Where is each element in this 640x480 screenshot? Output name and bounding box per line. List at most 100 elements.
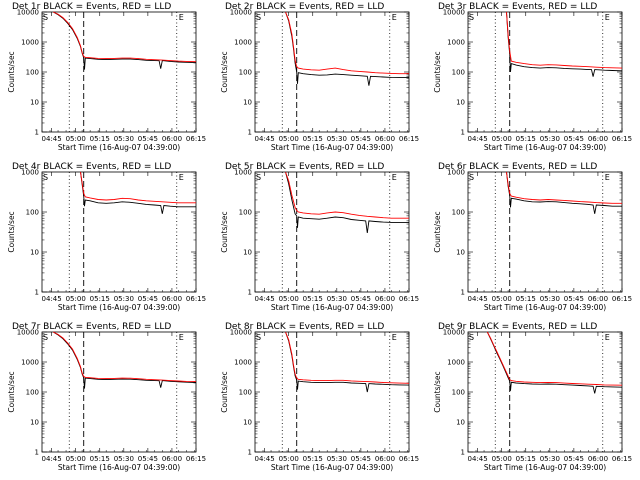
x-tick-label: 05:30 (327, 135, 347, 143)
x-axis-label: Start Time (16-Aug-07 04:39:00) (271, 463, 393, 472)
y-tick-label: 10 (243, 99, 252, 107)
x-tick-label: 05:00 (66, 295, 86, 303)
x-tick-label: 06:00 (162, 135, 182, 143)
x-tick-label: 05:15 (90, 295, 110, 303)
x-tick-label: 05:15 (90, 455, 110, 463)
x-tick-label: 04:45 (255, 135, 275, 143)
panel-title: Det 7r BLACK = Events, RED = LLD (12, 322, 171, 332)
y-tick-label: 100 (452, 209, 465, 217)
events-series-line (52, 11, 197, 70)
y-tick-label: 1 (461, 129, 465, 137)
x-tick-label: 05:00 (279, 135, 299, 143)
segment-label-s: S (256, 333, 261, 342)
segment-label-s: S (469, 173, 474, 182)
lld-series-line (285, 331, 410, 384)
segment-label-e: E (605, 173, 610, 182)
y-tick-label: 100 (239, 389, 252, 397)
y-tick-label: 100 (452, 389, 465, 397)
detector-panel-3: Det 3r BLACK = Events, RED = LLD 1 10 100 10… (433, 2, 632, 152)
x-tick-label: 05:45 (564, 295, 584, 303)
x-tick-label: 05:15 (90, 135, 110, 143)
x-tick-label: 06:15 (612, 295, 632, 303)
x-tick-label: 06:00 (588, 455, 608, 463)
y-tick-label: 1 (248, 449, 252, 457)
y-axis-label: Counts/sec (220, 51, 229, 92)
x-tick-label: 05:15 (516, 135, 536, 143)
x-tick-label: 05:45 (351, 455, 371, 463)
plot-frame (467, 171, 623, 293)
x-tick-label: 06:00 (375, 295, 395, 303)
x-tick-label: 05:30 (540, 455, 560, 463)
x-tick-label: 05:30 (114, 455, 134, 463)
x-tick-label: 06:00 (588, 135, 608, 143)
x-tick-label: 05:15 (516, 295, 536, 303)
segment-label-s: S (469, 13, 474, 22)
y-tick-label: 100 (239, 69, 252, 77)
y-tick-label: 1000 (234, 39, 252, 47)
plot-frame (254, 171, 410, 293)
x-tick-label: 05:00 (492, 295, 512, 303)
segment-label-e: E (392, 13, 397, 22)
x-tick-label: 05:30 (540, 135, 560, 143)
y-axis-label: Counts/sec (7, 51, 16, 92)
y-tick-label: 10 (456, 99, 465, 107)
y-tick-label: 1000 (21, 39, 39, 47)
panel-title: Det 2r BLACK = Events, RED = LLD (225, 2, 384, 12)
segment-label-e: E (179, 173, 184, 182)
y-tick-label: 10000 (17, 9, 39, 17)
y-tick-label: 10 (30, 99, 39, 107)
x-tick-label: 05:45 (138, 295, 158, 303)
x-axis-label: Start Time (16-Aug-07 04:39:00) (58, 463, 180, 472)
x-tick-label: 04:45 (468, 135, 488, 143)
x-tick-label: 05:45 (564, 455, 584, 463)
x-tick-label: 06:00 (162, 295, 182, 303)
x-tick-label: 06:15 (399, 295, 419, 303)
y-tick-label: 1 (248, 129, 252, 137)
plot-frame (41, 171, 197, 293)
y-tick-label: 10 (456, 249, 465, 257)
detector-panel-8: Det 8r BLACK = Events, RED = LLD 1 10 100 10… (220, 322, 419, 472)
x-tick-label: 06:15 (186, 455, 206, 463)
y-axis-label: Counts/sec (433, 51, 442, 92)
x-tick-label: 04:45 (468, 295, 488, 303)
x-tick-label: 05:15 (303, 295, 323, 303)
segment-label-e: E (605, 13, 610, 22)
y-tick-label: 10000 (230, 329, 252, 337)
lld-series-line (506, 11, 623, 69)
y-axis-label: Counts/sec (433, 211, 442, 252)
y-tick-label: 1000 (447, 169, 465, 177)
events-series-line (285, 171, 409, 233)
y-axis-label: Counts/sec (7, 211, 16, 252)
y-tick-label: 1 (35, 289, 39, 297)
detector-panel-4: Det 4r BLACK = Events, RED = LLD 1 10 100 10… (7, 162, 206, 312)
x-tick-label: 05:30 (114, 135, 134, 143)
x-tick-label: 05:45 (564, 135, 584, 143)
x-tick-label: 05:00 (279, 455, 299, 463)
detector-panel-7: Det 7r BLACK = Events, RED = LLD 1 10 100 10… (7, 322, 206, 472)
x-tick-label: 04:45 (255, 455, 275, 463)
segment-label-e: E (179, 13, 184, 22)
x-tick-label: 05:15 (303, 455, 323, 463)
x-tick-label: 05:00 (66, 135, 86, 143)
y-tick-label: 1 (461, 289, 465, 297)
y-tick-label: 10000 (443, 329, 465, 337)
detector-panel-5: Det 5r BLACK = Events, RED = LLD 1 10 100 10… (220, 162, 419, 312)
x-tick-label: 06:00 (375, 135, 395, 143)
x-tick-label: 05:30 (327, 455, 347, 463)
y-tick-label: 1 (35, 449, 39, 457)
segment-label-s: S (469, 333, 474, 342)
segment-label-e: E (179, 333, 184, 342)
x-tick-label: 05:00 (492, 135, 512, 143)
lld-series-line (80, 171, 196, 204)
x-tick-label: 05:15 (516, 455, 536, 463)
y-tick-label: 1000 (447, 359, 465, 367)
x-tick-label: 04:45 (468, 455, 488, 463)
y-axis-label: Counts/sec (7, 371, 16, 412)
detector-panel-6: Det 6r BLACK = Events, RED = LLD 1 10 100 10… (433, 162, 632, 312)
y-tick-label: 100 (452, 69, 465, 77)
x-axis-label: Start Time (16-Aug-07 04:39:00) (58, 143, 180, 152)
x-tick-label: 05:45 (138, 455, 158, 463)
x-tick-label: 05:45 (351, 295, 371, 303)
